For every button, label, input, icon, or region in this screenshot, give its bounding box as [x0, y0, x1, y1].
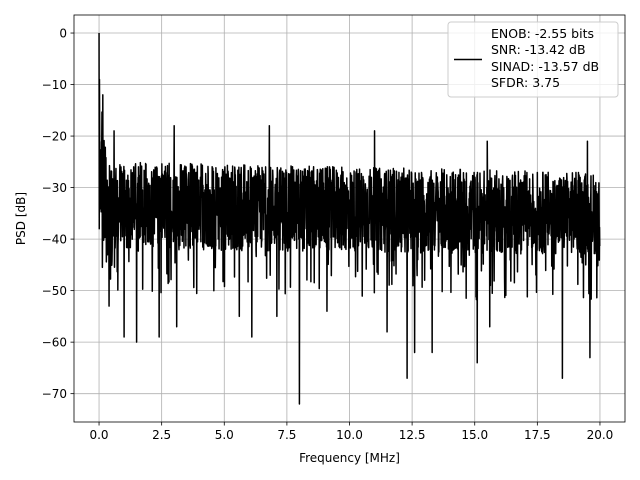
x-tick-label: 0.0 [89, 428, 108, 442]
legend-enob: ENOB: -2.55 bits [491, 26, 594, 41]
legend-snr: SNR: -13.42 dB [491, 42, 586, 57]
x-tick-label: 20.0 [587, 428, 614, 442]
y-tick-label: −10 [42, 78, 67, 92]
x-tick-label: 17.5 [524, 428, 551, 442]
x-tick-label: 5.0 [215, 428, 234, 442]
legend-sinad: SINAD: -13.57 dB [491, 59, 599, 74]
axis-ticks: 0.0 2.5 5.0 7.5 10.0 12.5 15.0 17.5 20.0 0 −10 −20 −… [42, 26, 614, 442]
y-tick-label: −20 [42, 129, 67, 143]
plot-area [98, 33, 601, 405]
y-axis-label: PSD [dB] [14, 192, 28, 245]
x-tick-label: 7.5 [277, 428, 296, 442]
x-tick-label: 12.5 [399, 428, 426, 442]
legend-sfdr: SFDR: 3.75 [491, 75, 560, 90]
legend: ENOB: -2.55 bits SNR: -13.42 dB SINAD: -… [447, 21, 619, 98]
y-tick-label: −40 [42, 232, 67, 246]
x-tick-label: 10.0 [336, 428, 363, 442]
y-tick-label: −50 [42, 284, 67, 298]
x-tick-label: 2.5 [152, 428, 171, 442]
y-tick-label: −60 [42, 335, 67, 349]
psd-series-line [98, 33, 601, 405]
legend-box [447, 21, 619, 98]
y-tick-label: −70 [42, 387, 67, 401]
x-tick-label: 15.0 [461, 428, 488, 442]
x-axis-label: Frequency [MHz] [299, 451, 400, 465]
y-tick-label: −30 [42, 181, 67, 195]
y-tick-label: 0 [59, 26, 67, 40]
